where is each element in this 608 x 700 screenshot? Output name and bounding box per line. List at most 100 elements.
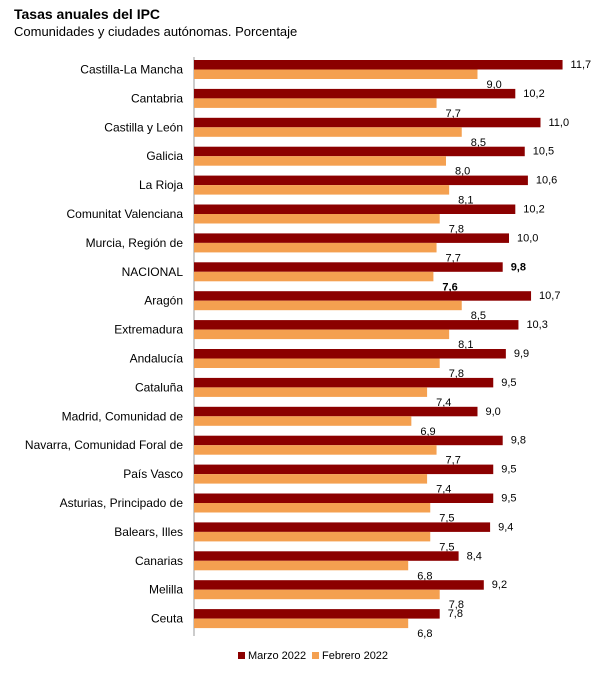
- bar-febrero: [194, 474, 428, 484]
- value-label: 9,5: [501, 493, 516, 505]
- value-label: 6,8: [417, 570, 432, 582]
- value-label: 7,5: [439, 541, 454, 553]
- legend-label: Marzo 2022: [248, 650, 306, 662]
- value-label: 9,8: [511, 261, 526, 273]
- value-label: 7,7: [446, 455, 461, 467]
- bar-marzo: [194, 406, 478, 417]
- value-label: 9,2: [492, 579, 507, 591]
- value-label: 10,6: [536, 175, 557, 187]
- bar-febrero: [194, 127, 462, 137]
- category-label: Navarra, Comunidad Foral de: [25, 438, 183, 452]
- bar-febrero: [194, 156, 446, 166]
- bar-febrero: [194, 416, 412, 426]
- value-label: 7,8: [449, 368, 464, 380]
- category-label: Castilla-La Mancha: [80, 63, 183, 77]
- value-label: 10,5: [533, 146, 554, 158]
- category-label: País Vasco: [123, 467, 183, 481]
- bar-marzo: [194, 464, 494, 475]
- bar-febrero: [194, 589, 440, 600]
- value-label: 7,8: [449, 224, 464, 236]
- bar-febrero: [194, 271, 434, 282]
- value-label: 8,4: [467, 550, 482, 562]
- value-label: 7,7: [446, 252, 461, 264]
- category-label: Galicia: [146, 149, 183, 163]
- bar-marzo: [194, 117, 541, 128]
- value-label: 6,8: [417, 628, 432, 640]
- value-label: 10,0: [517, 232, 538, 244]
- bar-marzo: [194, 435, 503, 446]
- value-label: 7,5: [439, 513, 454, 525]
- value-label: 8,1: [458, 339, 473, 351]
- value-label: 10,2: [523, 204, 544, 216]
- category-label: Castilla y León: [104, 120, 183, 134]
- value-label: 8,0: [455, 166, 470, 178]
- bar-marzo: [194, 60, 563, 70]
- value-label: 7,7: [446, 108, 461, 120]
- value-label: 7,4: [436, 484, 451, 496]
- bar-febrero: [194, 358, 440, 368]
- value-label: 10,3: [526, 319, 547, 331]
- bar-marzo: [194, 88, 516, 99]
- value-label: 10,2: [523, 88, 544, 100]
- value-label: 7,8: [449, 599, 464, 611]
- bar-febrero: [194, 185, 450, 195]
- bar-febrero: [194, 387, 428, 397]
- chart-title: Tasas anuales del IPC: [14, 6, 161, 22]
- value-label: 7,4: [436, 397, 451, 409]
- legend-swatch: [238, 652, 245, 659]
- chart-subtitle: Comunidades y ciudades autónomas. Porcen…: [14, 24, 298, 39]
- bar-febrero: [194, 560, 409, 571]
- value-label: 11,0: [549, 117, 570, 129]
- bar-marzo: [194, 493, 494, 503]
- category-label: Canarias: [135, 554, 183, 568]
- category-label: Madrid, Comunidad de: [62, 409, 184, 423]
- bar-febrero: [194, 69, 478, 79]
- value-label: 7,6: [442, 281, 457, 293]
- category-label: Cantabria: [131, 91, 183, 105]
- value-label: 9,4: [498, 521, 513, 533]
- bar-febrero: [194, 214, 440, 224]
- category-label: Melilla: [149, 583, 183, 597]
- bar-marzo: [194, 146, 525, 157]
- bar-febrero: [194, 242, 437, 253]
- value-label: 9,0: [487, 79, 502, 91]
- bar-marzo: [194, 175, 528, 186]
- category-label: Balears, Illes: [114, 525, 183, 539]
- value-label: 8,5: [471, 310, 486, 322]
- value-label: 11,7: [571, 59, 592, 71]
- bar-marzo: [194, 551, 459, 561]
- bars-group: Castilla-La Mancha 11,7 9,0 Cantabria 10,2 7,…: [25, 59, 591, 640]
- value-label: 8,1: [458, 195, 473, 207]
- bar-marzo: [194, 233, 509, 243]
- bar-marzo: [194, 377, 494, 388]
- bar-marzo: [194, 522, 491, 532]
- value-label: 8,5: [471, 137, 486, 149]
- value-label: 6,9: [420, 426, 435, 438]
- category-label: Aragón: [144, 294, 183, 308]
- bar-marzo: [194, 609, 440, 619]
- category-label: Asturias, Principado de: [60, 496, 184, 510]
- category-label: Murcia, Región de: [86, 236, 184, 250]
- bar-febrero: [194, 445, 437, 455]
- bar-marzo: [194, 580, 484, 590]
- category-label: Extremadura: [114, 323, 183, 337]
- value-label: 7,8: [448, 608, 463, 620]
- category-label: Andalucía: [130, 352, 184, 366]
- bar-febrero: [194, 531, 431, 542]
- category-label: La Rioja: [139, 178, 183, 192]
- category-label: NACIONAL: [122, 265, 184, 279]
- bar-febrero: [194, 98, 437, 108]
- value-label: 9,5: [501, 464, 516, 476]
- bar-febrero: [194, 300, 462, 311]
- bar-febrero: [194, 329, 450, 340]
- category-label: Comunitat Valenciana: [66, 207, 183, 221]
- legend-label: Febrero 2022: [322, 650, 388, 662]
- value-label: 9,9: [514, 348, 529, 360]
- bar-marzo: [194, 349, 506, 359]
- category-label: Ceuta: [151, 612, 183, 626]
- bar-marzo: [194, 291, 532, 301]
- legend-swatch: [312, 652, 319, 659]
- category-label: Cataluña: [135, 380, 183, 394]
- value-label: 9,8: [511, 435, 526, 447]
